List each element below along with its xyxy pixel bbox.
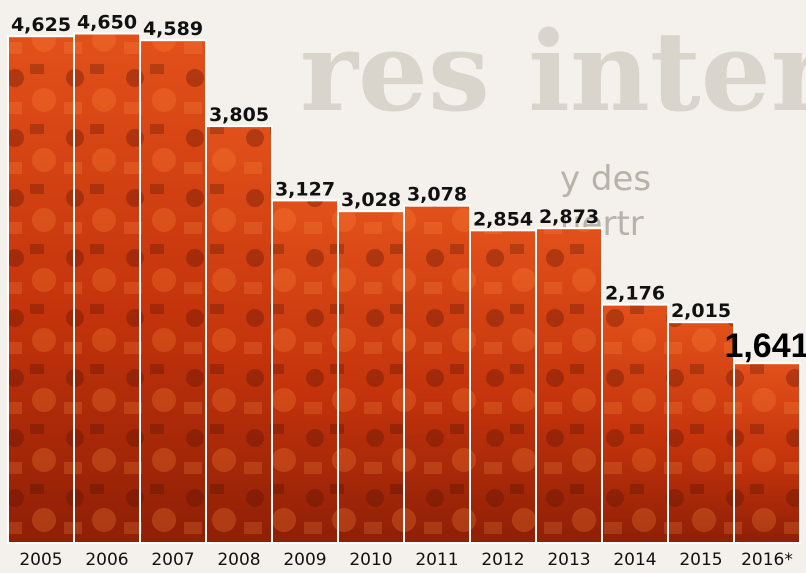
value-label-2014: 2,176 — [605, 283, 665, 305]
value-label-2007: 4,589 — [143, 18, 203, 40]
bar-texture-2009 — [273, 201, 337, 542]
x-tick-labels: 2005 2006 2007 2008 2009 2010 2011 2012 2013 2014… — [19, 550, 793, 570]
tick-label-2007: 2007 — [151, 550, 194, 570]
value-label-2013: 2,873 — [539, 206, 599, 228]
tick-label-2009: 2009 — [283, 550, 326, 570]
bar-texture-2006 — [75, 34, 139, 542]
value-label-2015: 2,015 — [671, 300, 731, 322]
tick-label-2013: 2013 — [547, 550, 590, 570]
value-label-2010: 3,028 — [341, 189, 401, 211]
bar-texture-2013 — [537, 229, 601, 542]
tick-label-2005: 2005 — [19, 550, 62, 570]
bar-texture-2011 — [405, 206, 469, 542]
value-label-2016: 1,641 — [724, 327, 806, 365]
bar-texture-2008 — [207, 127, 271, 542]
value-label-2011: 3,078 — [407, 184, 467, 206]
tick-label-2014: 2014 — [613, 550, 656, 570]
tick-label-2008: 2008 — [217, 550, 260, 570]
svg-text:res inter: res inter — [300, 7, 806, 136]
value-label-2005: 4,625 — [11, 14, 71, 36]
tick-label-2011: 2011 — [415, 550, 458, 570]
tick-label-2015: 2015 — [679, 550, 722, 570]
value-labels-layer: 4,625 4,650 4,589 3,805 3,127 3,028 3,078 2,854… — [11, 12, 806, 366]
value-label-2006: 4,650 — [77, 12, 137, 34]
bar-texture-2007 — [141, 41, 205, 542]
bar-texture-2015 — [669, 323, 733, 542]
bar-texture-2014 — [603, 305, 667, 542]
background-decoration: res inter y des uertr — [300, 7, 806, 244]
bar-texture-2012 — [471, 231, 535, 543]
tick-label-2010: 2010 — [349, 550, 392, 570]
bar-texture-2010 — [339, 212, 403, 542]
tick-label-2012: 2012 — [481, 550, 524, 570]
svg-text:y des: y des — [560, 159, 651, 199]
bar-texture-2016 — [735, 364, 799, 542]
value-label-2008: 3,805 — [209, 104, 269, 126]
tick-label-2016: 2016* — [741, 550, 793, 570]
tick-label-2006: 2006 — [85, 550, 128, 570]
bar-texture-2005 — [9, 37, 73, 542]
value-label-2009: 3,127 — [275, 178, 335, 200]
value-label-2012: 2,854 — [473, 208, 533, 230]
bars-layer — [7, 32, 801, 545]
